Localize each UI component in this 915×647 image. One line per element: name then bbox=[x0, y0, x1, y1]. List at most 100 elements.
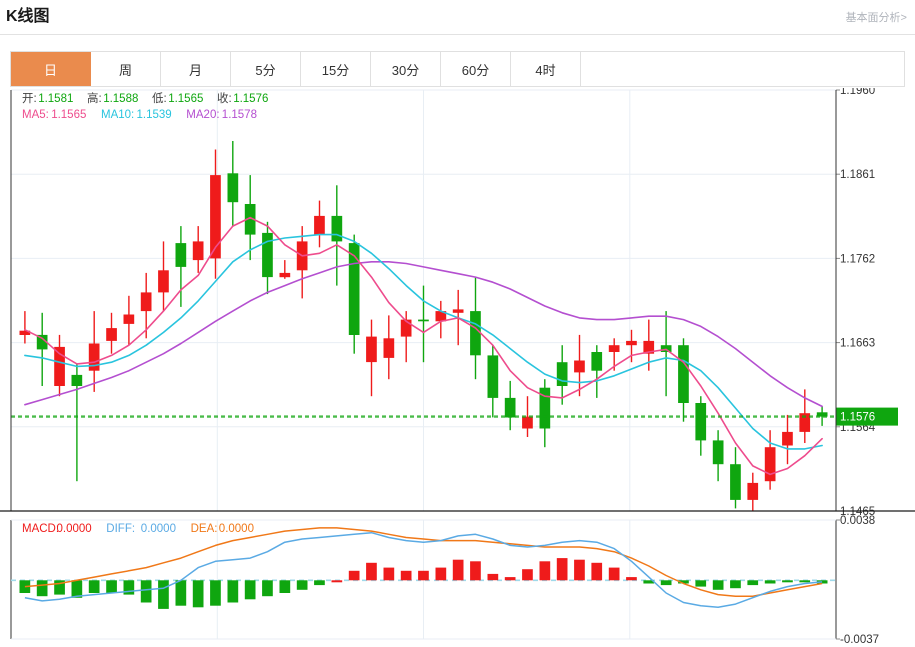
candlestick-series[interactable] bbox=[19, 141, 828, 511]
candle-body[interactable] bbox=[123, 314, 135, 324]
candle-body[interactable] bbox=[504, 397, 516, 418]
candle-body[interactable] bbox=[678, 345, 689, 403]
tab-week[interactable]: 周 bbox=[91, 52, 161, 86]
price-legend-ohlc-0: 开: bbox=[22, 93, 37, 105]
candle-body[interactable] bbox=[608, 345, 620, 352]
macd-bar bbox=[539, 561, 551, 581]
price-axis-label: 1.1861 bbox=[840, 169, 875, 181]
macd-bar bbox=[383, 567, 395, 581]
candle-body[interactable] bbox=[227, 173, 239, 203]
tab-month[interactable]: 月 bbox=[161, 52, 231, 86]
macd-bar bbox=[574, 559, 585, 581]
macd-legend-4: DEA: bbox=[191, 523, 218, 535]
macd-bar bbox=[366, 562, 377, 581]
price-legend-ohlc-4: 低: bbox=[152, 92, 167, 105]
macd-bar bbox=[799, 580, 811, 583]
candle-body[interactable] bbox=[730, 464, 741, 500]
candle-body[interactable] bbox=[331, 215, 343, 242]
macd-bar bbox=[712, 580, 724, 590]
macd-bar bbox=[279, 580, 291, 593]
candle-body[interactable] bbox=[591, 352, 603, 371]
kline-svg[interactable]: 1.19601.18611.17621.16631.15641.14651.15… bbox=[0, 88, 915, 647]
candle-body[interactable] bbox=[574, 360, 585, 373]
candle-body[interactable] bbox=[140, 292, 152, 312]
chart-area[interactable]: 1.1960 1.1861 1.1762 1.1663 1.1564 1.1465 1.15… bbox=[0, 88, 915, 647]
candle-body[interactable] bbox=[88, 343, 100, 371]
macd-bar bbox=[608, 567, 620, 581]
dea-line bbox=[24, 527, 823, 597]
candle-body[interactable] bbox=[816, 412, 828, 417]
candle-body[interactable] bbox=[279, 272, 291, 278]
tab-60min[interactable]: 60分 bbox=[441, 52, 511, 86]
candle-body[interactable] bbox=[418, 319, 429, 322]
macd-bar bbox=[730, 580, 741, 589]
candle-body[interactable] bbox=[175, 243, 187, 267]
candle-body[interactable] bbox=[782, 431, 793, 446]
candle-body[interactable] bbox=[799, 413, 811, 432]
candle-body[interactable] bbox=[712, 440, 724, 465]
macd-bar bbox=[331, 580, 343, 583]
candle-body[interactable] bbox=[695, 403, 707, 441]
candle-body[interactable] bbox=[192, 241, 204, 261]
tab-day[interactable]: 日 bbox=[11, 52, 91, 86]
price-axis-label: 1.1465 bbox=[840, 506, 875, 518]
candle-body[interactable] bbox=[366, 336, 377, 363]
page-header: K线图 基本面分析> bbox=[0, 0, 915, 33]
macd-bar bbox=[158, 580, 169, 609]
macd-bar bbox=[452, 559, 464, 581]
macd-bar bbox=[296, 580, 308, 590]
candle-body[interactable] bbox=[400, 319, 412, 337]
candle-body[interactable] bbox=[348, 243, 360, 335]
macd-bar bbox=[470, 561, 481, 581]
macd-bar bbox=[678, 580, 689, 584]
tab-4hour[interactable]: 4时 bbox=[511, 52, 581, 86]
price-legend-ma-4: MA20: bbox=[186, 109, 219, 121]
tab-30min[interactable]: 30分 bbox=[371, 52, 441, 86]
price-legend-ma-0: MA5: bbox=[22, 109, 49, 121]
candle-body[interactable] bbox=[522, 416, 533, 429]
candle-body[interactable] bbox=[452, 309, 464, 313]
macd-bar bbox=[244, 580, 256, 600]
candle-body[interactable] bbox=[435, 311, 447, 322]
macd-bar bbox=[71, 580, 83, 598]
candle-body[interactable] bbox=[106, 328, 117, 341]
candle-body[interactable] bbox=[71, 374, 83, 386]
candle-body[interactable] bbox=[470, 311, 481, 356]
ma10-line bbox=[24, 233, 823, 450]
candle-body[interactable] bbox=[747, 482, 759, 500]
macd-bar bbox=[660, 580, 672, 586]
macd-bar bbox=[400, 570, 412, 581]
candle-body[interactable] bbox=[210, 175, 221, 259]
candle-body[interactable] bbox=[643, 340, 655, 354]
macd-bar bbox=[88, 580, 100, 593]
candle-body[interactable] bbox=[764, 447, 776, 482]
candle-body[interactable] bbox=[383, 338, 395, 358]
candle-body[interactable] bbox=[19, 330, 31, 335]
diff-line bbox=[24, 531, 823, 609]
candle-body[interactable] bbox=[539, 387, 551, 429]
macd-bar bbox=[348, 570, 360, 581]
candle-body[interactable] bbox=[36, 334, 48, 350]
candle-body[interactable] bbox=[54, 346, 65, 386]
candle-body[interactable] bbox=[660, 345, 672, 352]
macd-histogram[interactable] bbox=[19, 558, 828, 609]
candle-body[interactable] bbox=[556, 362, 568, 386]
candle-body[interactable] bbox=[262, 232, 273, 278]
price-axis-label: 1.1960 bbox=[840, 88, 875, 97]
macd-bar bbox=[123, 580, 135, 595]
price-legend-ohlc-7: 1.1576 bbox=[233, 93, 268, 105]
candle-body[interactable] bbox=[314, 215, 325, 235]
tab-15min[interactable]: 15分 bbox=[301, 52, 371, 86]
candle-body[interactable] bbox=[158, 270, 169, 293]
macd-bar bbox=[816, 580, 828, 584]
macd-bar bbox=[747, 580, 759, 586]
macd-bar bbox=[418, 570, 429, 581]
tab-5min[interactable]: 5分 bbox=[231, 52, 301, 86]
price-legend-ohlc-3: 1.1588 bbox=[103, 93, 138, 105]
candle-body[interactable] bbox=[626, 340, 637, 346]
price-axis-label: 1.1663 bbox=[840, 338, 875, 350]
candle-body[interactable] bbox=[487, 355, 499, 398]
fundamental-analysis-link[interactable]: 基本面分析> bbox=[845, 11, 907, 24]
candle-body[interactable] bbox=[244, 204, 256, 235]
